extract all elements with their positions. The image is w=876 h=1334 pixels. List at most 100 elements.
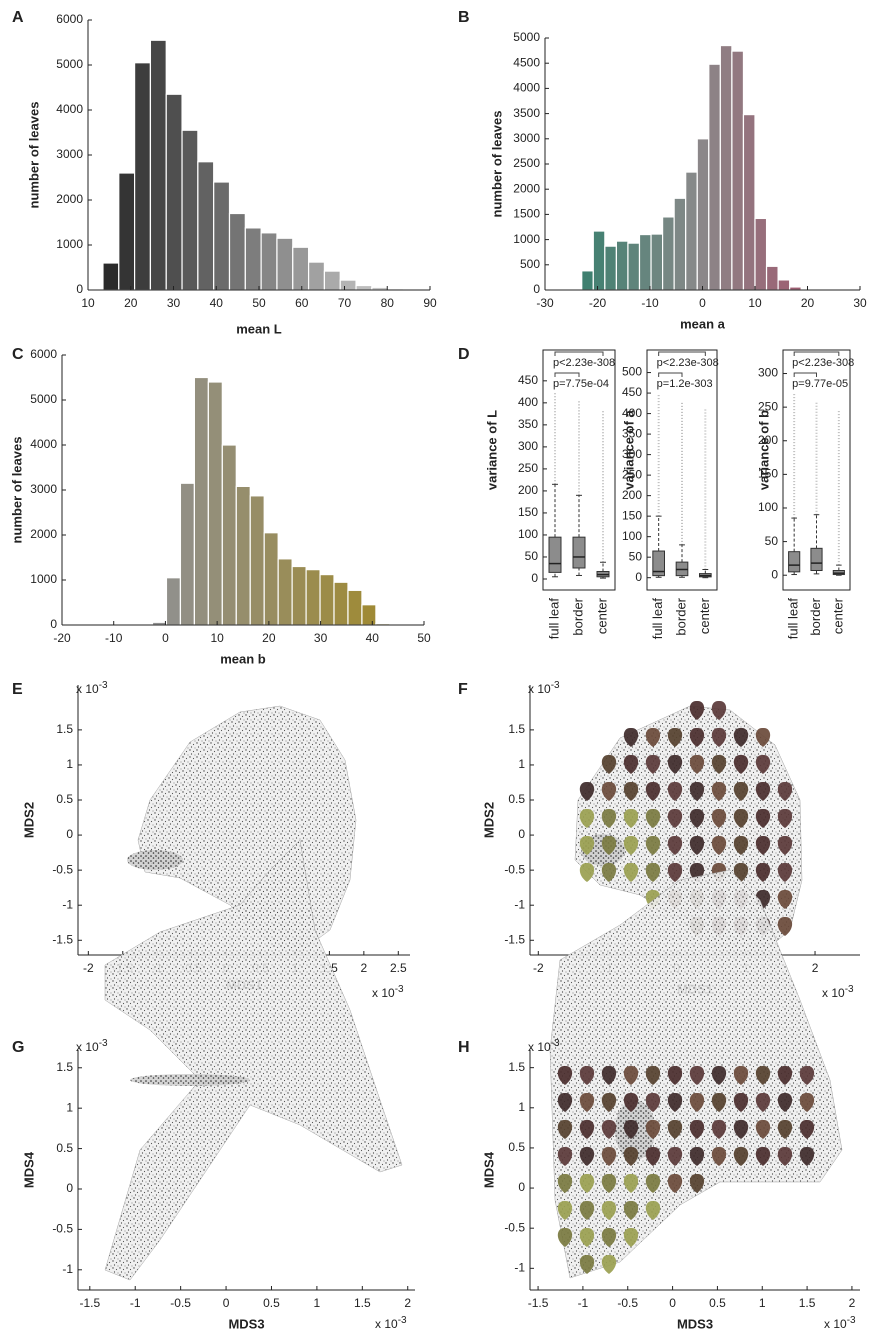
bar <box>661 216 675 291</box>
leaf-thumbnail <box>733 1146 749 1166</box>
y-tick-label: 0 <box>771 567 778 581</box>
leaf-thumbnail <box>667 1173 683 1193</box>
x-axis-label: mean b <box>220 651 266 666</box>
x-tick-label: 0 <box>669 1296 676 1310</box>
leaf-thumbnail <box>579 835 595 855</box>
multiplier-base: x 10 <box>822 986 845 1000</box>
y-tick-label: 0 <box>66 827 73 841</box>
bar <box>276 237 294 291</box>
bar <box>604 245 617 291</box>
leaf-thumbnail <box>601 1173 617 1193</box>
x-axis-label: MDS3 <box>228 1316 264 1331</box>
leaf-thumbnail <box>711 1146 727 1166</box>
box <box>572 536 586 569</box>
leaf-thumbnail <box>601 781 617 801</box>
y-tick-label: 1 <box>518 1100 525 1114</box>
leaf-thumbnail <box>777 1065 793 1085</box>
leaf-thumbnail <box>777 1119 793 1139</box>
panel-letter: E <box>12 681 23 698</box>
x-tick-label: 10 <box>81 296 95 310</box>
y-tick-label: 4000 <box>513 81 540 95</box>
x-tick-label: 0.5 <box>263 1296 280 1310</box>
leaf-thumbnail <box>645 1119 661 1139</box>
leaf-thumbnail <box>557 1173 573 1193</box>
bar <box>323 270 341 291</box>
y-tick-label: 0.5 <box>56 792 73 806</box>
leaf-thumbnail <box>557 1146 573 1166</box>
leaf-thumbnail <box>755 808 771 828</box>
leaf-thumbnail <box>623 808 639 828</box>
bar <box>228 212 246 291</box>
y-tick-label: 4000 <box>56 102 83 116</box>
p-value: p<2.23e-308 <box>657 357 719 369</box>
bar <box>291 565 307 626</box>
bar <box>361 604 377 626</box>
x-tick-label: 50 <box>252 296 266 310</box>
leaf-thumbnail <box>667 862 683 882</box>
leaf-thumbnail <box>777 808 793 828</box>
y-tick-label: 450 <box>518 373 538 387</box>
leaf-thumbnail <box>799 1146 815 1166</box>
y-tick-label: 1000 <box>30 572 57 586</box>
leaf-thumbnail <box>601 1227 617 1247</box>
bar <box>615 240 629 291</box>
leaf-thumbnail <box>711 781 727 801</box>
y-tick-label: 3000 <box>56 147 83 161</box>
leaf-thumbnail <box>777 835 793 855</box>
multiplier-base: x 10 <box>372 986 395 1000</box>
x-tick-label: 0.5 <box>709 1296 726 1310</box>
leaf-thumbnail <box>645 1065 661 1085</box>
leaf-thumbnail <box>579 1173 595 1193</box>
y-tick-label: 250 <box>758 399 778 413</box>
y-tick-label: 200 <box>758 433 778 447</box>
x-tick-label: -20 <box>589 296 607 310</box>
y-axis-label: number of leaves <box>489 111 504 218</box>
bar <box>305 569 321 626</box>
leaf-thumbnail <box>645 781 661 801</box>
leaf-thumbnail <box>579 1065 595 1085</box>
x-tick-label: 30 <box>167 296 181 310</box>
x-tick-label: 40 <box>210 296 224 310</box>
multiplier-base: x 10 <box>76 1040 99 1054</box>
leaf-thumbnail <box>711 700 727 720</box>
x-tick-label: 2 <box>812 961 819 975</box>
leaf-thumbnail <box>601 1146 617 1166</box>
y-tick-label: 100 <box>758 500 778 514</box>
y-tick-label: 2000 <box>56 192 83 206</box>
axis-multiplier: x 10-3 <box>528 1038 560 1055</box>
category-label: center <box>830 597 845 634</box>
category-label: full leaf <box>650 598 665 640</box>
multiplier-exponent: -3 <box>395 984 404 995</box>
leaf-thumbnail <box>777 916 793 936</box>
y-tick-label: 0.5 <box>508 792 525 806</box>
x-tick-label: 10 <box>748 296 762 310</box>
y-tick-label: -1 <box>514 1260 525 1274</box>
leaf-thumbnail <box>733 781 749 801</box>
x-tick-label: -10 <box>105 631 123 645</box>
x-tick-label: 0 <box>223 1296 230 1310</box>
leaf-thumbnail <box>623 781 639 801</box>
multiplier-exponent: -3 <box>99 680 108 691</box>
bar <box>719 44 733 291</box>
panel-letter: D <box>458 346 470 363</box>
significance-bracket <box>554 372 580 377</box>
y-tick-label: -0.5 <box>504 862 525 876</box>
leaf-thumbnail <box>689 754 705 774</box>
p-value: p<2.23e-308 <box>553 357 615 369</box>
axes-box <box>782 349 851 591</box>
bar <box>165 577 182 626</box>
leaf-thumbnail <box>579 862 595 882</box>
bar <box>355 284 373 291</box>
leaf-thumbnail <box>667 835 683 855</box>
y-tick-label: 1.5 <box>56 1060 73 1074</box>
axes-box <box>646 349 718 591</box>
box <box>810 547 823 572</box>
leaf-thumbnail <box>755 1092 771 1112</box>
y-tick-label: 100 <box>518 527 538 541</box>
leaf-thumbnail <box>557 1227 573 1247</box>
category-label: border <box>673 597 688 635</box>
y-tick-label: -0.5 <box>504 1220 525 1234</box>
bar <box>307 261 326 291</box>
multiplier-base: x 10 <box>76 682 99 696</box>
leaf-thumbnail <box>645 1092 661 1112</box>
